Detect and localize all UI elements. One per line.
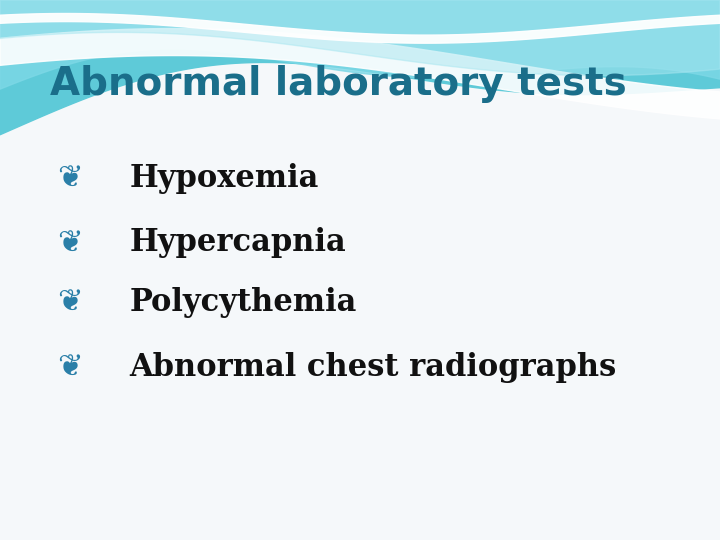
- Text: Hypoxemia: Hypoxemia: [130, 163, 319, 194]
- Text: Hypercapnia: Hypercapnia: [130, 227, 346, 259]
- Text: Abnormal chest radiographs: Abnormal chest radiographs: [130, 352, 617, 383]
- Text: ❦: ❦: [58, 228, 83, 258]
- Text: ❦: ❦: [58, 353, 83, 382]
- Text: Abnormal laboratory tests: Abnormal laboratory tests: [50, 65, 627, 103]
- Text: ❦: ❦: [58, 288, 83, 317]
- Text: Polycythemia: Polycythemia: [130, 287, 357, 318]
- Text: ❦: ❦: [58, 164, 83, 193]
